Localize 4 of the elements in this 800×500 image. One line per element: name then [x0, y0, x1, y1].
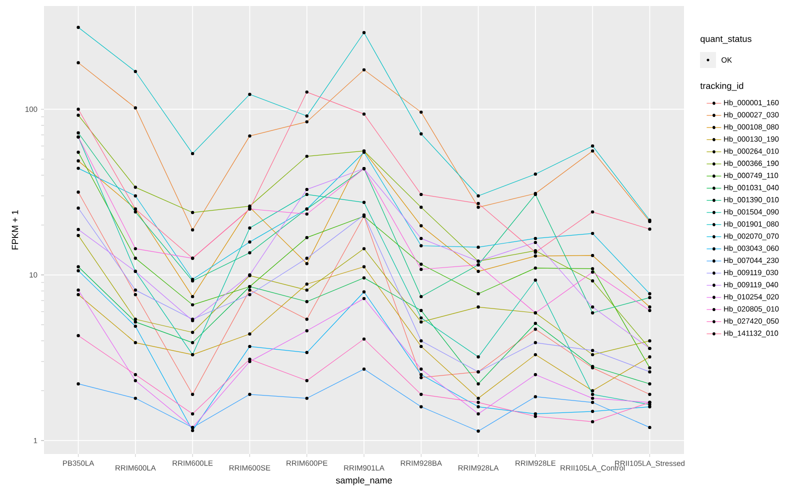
text: quant_status: [700, 36, 752, 44]
x-axis-title: sample_name: [336, 476, 392, 486]
legend-title: tracking_id: [700, 82, 744, 91]
y-axis-title: FPKM + 1: [12, 210, 18, 250]
